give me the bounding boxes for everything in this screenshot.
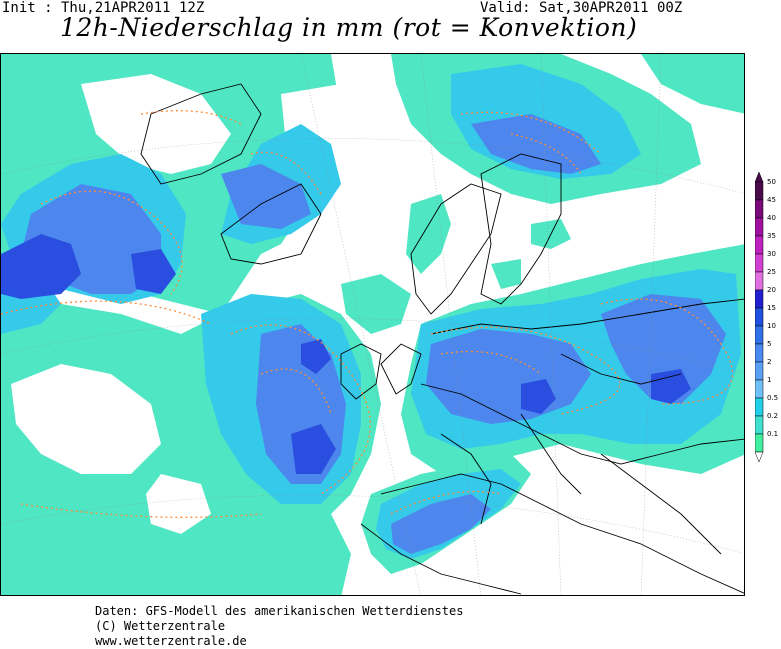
legend-swatch — [755, 361, 764, 381]
legend-swatch — [755, 235, 764, 255]
legend-top-arrow — [755, 172, 764, 183]
legend-label: 50 — [767, 178, 776, 186]
legend-swatch — [755, 379, 764, 399]
legend-swatch — [755, 325, 764, 345]
legend-label: 0.2 — [767, 412, 779, 420]
legend-swatch — [755, 397, 764, 417]
legend-label: 2 — [767, 358, 772, 366]
legend-swatch — [755, 217, 764, 237]
legend-swatch — [755, 433, 764, 453]
legend-label: 40 — [767, 214, 776, 222]
graticule — [1, 54, 744, 595]
data-source: Daten: GFS-Modell des amerikanischen Wet… — [95, 604, 464, 618]
legend-label: 5 — [767, 340, 772, 348]
legend-bottom-arrow — [755, 451, 764, 463]
legend-swatch — [755, 271, 764, 291]
legend-swatch — [755, 343, 764, 363]
website: www.wetterzentrale.de — [95, 634, 247, 648]
very-heavy-precip-areas — [1, 234, 691, 474]
copyright: (C) Wetterzentrale — [95, 619, 226, 633]
legend-label: 15 — [767, 304, 776, 312]
legend-swatch — [755, 307, 764, 327]
map-canvas — [1, 54, 744, 595]
legend-label: 1 — [767, 376, 772, 384]
legend-swatch — [755, 289, 764, 309]
legend-swatch — [755, 181, 764, 201]
precipitation-map — [0, 53, 745, 596]
legend-label: 0.1 — [767, 430, 779, 438]
legend-label: 25 — [767, 268, 776, 276]
map-title: 12h-Niederschlag in mm (rot = Konvektion… — [60, 13, 638, 42]
footer: Daten: GFS-Modell des amerikanischen Wet… — [95, 604, 463, 649]
legend-label: 10 — [767, 322, 776, 330]
legend-label: 45 — [767, 196, 776, 204]
legend-colorbar — [755, 172, 764, 463]
coastlines — [140, 83, 744, 595]
precipitation-legend: 50 45 40 35 30 25 20 15 10 5 2 1 0.5 0.2 0.1 — [755, 172, 781, 472]
legend-label: 35 — [767, 232, 776, 240]
convection-contours — [1, 110, 733, 518]
valid-time: Valid: Sat,30APR2011 00Z — [480, 0, 683, 16]
legend-swatch — [755, 199, 764, 219]
init-time: Init : Thu,21APR2011 12Z — [2, 0, 205, 16]
legend-label: 20 — [767, 286, 776, 294]
legend-swatch — [755, 415, 764, 435]
legend-label: 30 — [767, 250, 776, 258]
legend-swatch — [755, 253, 764, 273]
legend-label: 0.5 — [767, 394, 779, 402]
